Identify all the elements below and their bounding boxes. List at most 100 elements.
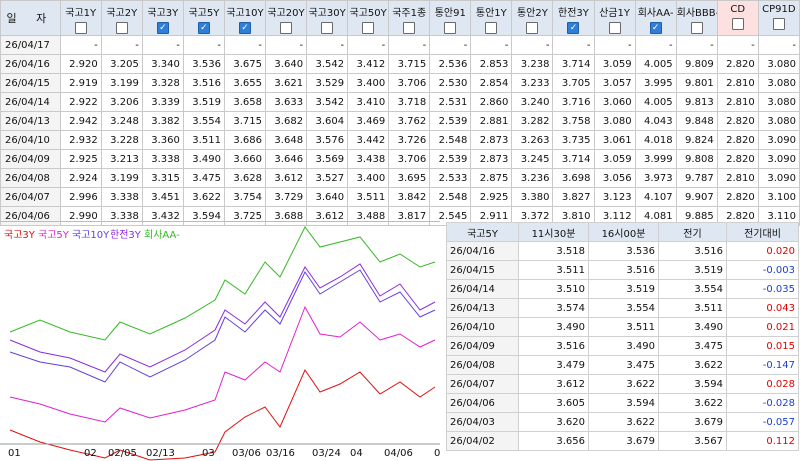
series-checkbox[interactable]: ✓ <box>238 22 251 34</box>
rt-header-4: 전기대비 <box>726 222 799 242</box>
table-row[interactable]: 26/04/08 2.924 3.199 3.315 3.475 3.628 3.612 3.… <box>0 168 800 188</box>
table-row[interactable]: 26/04/02 3.656 3.679 3.567 0.112 <box>446 431 799 451</box>
row-date: 26/04/08 <box>0 168 61 188</box>
cell-value: 3.475 <box>588 355 659 375</box>
cell-value: 3.536 <box>182 54 225 74</box>
table-row[interactable]: 26/04/16 3.518 3.536 3.516 0.020 <box>446 241 799 261</box>
cell-value: 3.714 <box>552 149 595 169</box>
row-date: 26/04/09 <box>446 336 519 356</box>
cell-value: 3.056 <box>593 168 636 188</box>
cell-value: 3.490 <box>658 317 727 337</box>
cell-value: 3.516 <box>588 260 659 280</box>
cell-value: 3.542 <box>306 54 349 74</box>
cell-value: 2.875 <box>470 168 513 188</box>
ktb5y-intraday-table: 국고5Y 11시30분 16시00분 전기 전기대비 26/04/16 3.518 3.53… <box>446 222 799 451</box>
table-row[interactable]: 26/04/15 3.511 3.516 3.519 -0.003 <box>446 260 799 280</box>
cell-value: 3.090 <box>757 168 800 188</box>
cell-value: 2.924 <box>59 168 102 188</box>
cell-value: - <box>552 35 595 55</box>
legend-item: 한전3Y <box>110 230 141 241</box>
column-header-15: 회사BBB- <box>675 0 718 36</box>
cell-value: 3.660 <box>223 149 267 169</box>
cell-value: 3.622 <box>658 355 727 375</box>
series-checkbox[interactable] <box>731 18 744 30</box>
change-value: -0.035 <box>726 279 799 299</box>
cell-value: 3.622 <box>588 412 659 432</box>
change-value: -0.147 <box>726 355 799 375</box>
table-row[interactable]: 26/04/07 3.612 3.622 3.594 0.028 <box>446 374 799 394</box>
cell-value: 3.479 <box>518 355 589 375</box>
cell-value: 3.519 <box>182 92 225 112</box>
series-checkbox[interactable] <box>362 22 375 34</box>
cell-value: 3.718 <box>388 92 431 112</box>
cell-value: 4.005 <box>634 92 677 112</box>
cell-value: 3.519 <box>588 279 659 299</box>
cell-value: 3.061 <box>593 130 636 150</box>
series-checkbox[interactable] <box>526 22 539 34</box>
series-checkbox[interactable] <box>608 22 621 34</box>
series-checkbox[interactable] <box>403 22 416 34</box>
series-checkbox[interactable] <box>280 22 293 34</box>
table-row[interactable]: 26/04/13 2.942 3.248 3.382 3.554 3.715 3.682 3.… <box>0 111 800 131</box>
x-tick-label: 0 <box>434 448 440 459</box>
table-row[interactable]: 26/04/13 3.574 3.554 3.511 0.043 <box>446 298 799 318</box>
table-row[interactable]: 26/04/08 3.479 3.475 3.622 -0.147 <box>446 355 799 375</box>
series-checkbox[interactable] <box>74 22 87 34</box>
cell-value: 3.438 <box>347 149 390 169</box>
cell-value: - <box>388 35 431 55</box>
table-row[interactable]: 26/04/16 2.920 3.205 3.340 3.536 3.675 3.640 3.… <box>0 54 800 74</box>
cell-value: 3.248 <box>100 111 143 131</box>
column-header-label: 국고2Y <box>106 8 138 19</box>
cell-value: 3.622 <box>588 374 659 394</box>
cell-value: 3.236 <box>511 168 554 188</box>
table-row[interactable]: 26/04/09 3.516 3.490 3.475 0.015 <box>446 336 799 356</box>
series-checkbox[interactable]: ✓ <box>197 22 210 34</box>
series-checkbox[interactable] <box>690 22 703 34</box>
series-checkbox[interactable] <box>321 22 334 34</box>
cell-value: 3.995 <box>634 73 677 93</box>
row-date: 26/04/10 <box>0 130 61 150</box>
series-checkbox[interactable]: ✓ <box>567 22 580 34</box>
column-header-7: 국고50Y <box>347 0 390 36</box>
table-row[interactable]: 26/04/07 2.996 3.338 3.451 3.622 3.754 3.729 3.… <box>0 187 800 207</box>
cell-value: 3.762 <box>388 111 431 131</box>
table-row[interactable]: 26/04/06 3.605 3.594 3.622 -0.028 <box>446 393 799 413</box>
cell-value: 3.240 <box>511 92 554 112</box>
x-tick-label: 04 <box>350 448 363 459</box>
x-tick-label: 03/16 <box>266 448 295 459</box>
table-row[interactable]: 26/04/10 2.932 3.228 3.360 3.511 3.686 3.648 3.… <box>0 130 800 150</box>
cell-value: 3.080 <box>757 73 800 93</box>
rate-chart-svg: 01 02 02/05 02/13 03 03/06 03/16 03/24 04 04/06 0 <box>0 226 440 461</box>
series-line-0 <box>9 368 436 461</box>
rates-grid: 일 자 국고1Y 국고2Y 국고3Y ✓ 국고5Y ✓ 국고10Y ✓ 국고20Y 국고30Y 국고5… <box>0 0 800 226</box>
cell-value: 3.827 <box>552 187 595 207</box>
change-value: 0.112 <box>726 431 799 451</box>
table-row[interactable]: 26/04/09 2.925 3.213 3.338 3.490 3.660 3.646 3.… <box>0 149 800 169</box>
cell-value: 3.628 <box>223 168 267 188</box>
table-row[interactable]: 26/04/17- - - - - - - - - - - - - - - - - - <box>0 35 800 55</box>
series-checkbox[interactable] <box>485 22 498 34</box>
table-row[interactable]: 26/04/03 3.620 3.622 3.679 -0.057 <box>446 412 799 432</box>
table-row[interactable]: 26/04/14 2.922 3.206 3.339 3.519 3.658 3.633 3.… <box>0 92 800 112</box>
cell-value: 3.205 <box>100 54 143 74</box>
cell-value: 2.881 <box>470 111 513 131</box>
series-checkbox[interactable]: ✓ <box>649 22 662 34</box>
row-date: 26/04/17 <box>0 35 61 55</box>
series-checkbox[interactable] <box>772 18 785 30</box>
cell-value: 2.996 <box>59 187 102 207</box>
column-header-label: 국고5Y <box>188 8 220 19</box>
table-row[interactable]: 26/04/10 3.490 3.511 3.490 0.021 <box>446 317 799 337</box>
cell-value: 3.679 <box>588 431 659 451</box>
table-row[interactable]: 26/04/15 2.919 3.199 3.328 3.516 3.655 3.621 3.… <box>0 73 800 93</box>
table-row[interactable]: 26/04/14 3.510 3.519 3.554 -0.035 <box>446 279 799 299</box>
series-checkbox[interactable]: ✓ <box>156 22 169 34</box>
cell-value: 3.338 <box>100 187 143 207</box>
series-checkbox[interactable] <box>444 22 457 34</box>
row-date: 26/04/13 <box>446 298 519 318</box>
cell-value: - <box>347 35 390 55</box>
rate-chart: 01 02 02/05 02/13 03 03/06 03/16 03/24 04 04/06 0 … <box>0 221 440 461</box>
cell-value: 3.339 <box>141 92 184 112</box>
series-checkbox[interactable] <box>115 22 128 34</box>
cell-value: 2.942 <box>59 111 102 131</box>
cell-value: 3.640 <box>306 187 349 207</box>
